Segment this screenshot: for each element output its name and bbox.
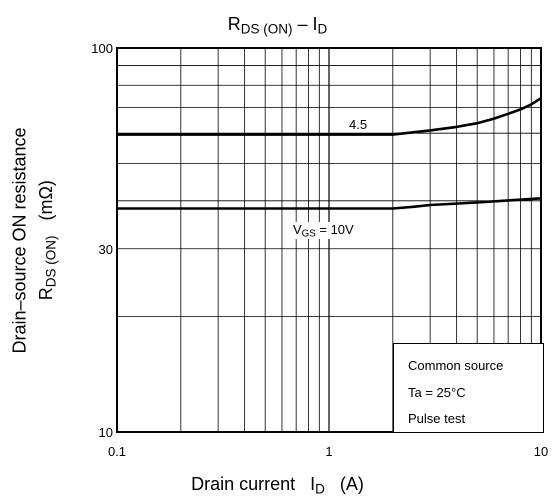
ylabel-line1: Drain–source ON resistance [9, 126, 30, 354]
series-label-vgs-post: = 10V [315, 222, 354, 237]
condition-common-source: Common source [408, 358, 504, 373]
series-label-vgs-pre: V [293, 222, 302, 237]
chart-title: RDS (ON) – ID [0, 14, 555, 36]
y-tick-label: 100 [91, 41, 113, 56]
series-label-vgs-sub: GS [301, 228, 316, 240]
condition-pulse-test: Pulse test [408, 411, 466, 426]
title-main: R [227, 14, 241, 34]
condition-ta: Ta = 25°C [408, 385, 466, 400]
xlabel-sym: I [310, 474, 316, 494]
xlabel-sub: D [315, 481, 325, 497]
x-tick-label: 1 [325, 444, 332, 459]
title-sub: DS (ON) [240, 21, 293, 37]
title-sep: – I [292, 14, 318, 34]
series-line-vgs-10v [117, 197, 542, 210]
conditions-box: Common source Ta = 25°C Pulse test [393, 343, 544, 433]
title-sub2: D [317, 21, 328, 37]
ylabel-sub: DS (ON) [43, 235, 59, 288]
series-label-4-5: 4.5 [345, 117, 372, 132]
y-tick-label: 30 [99, 242, 113, 257]
y-tick-label: 10 [99, 425, 113, 440]
y-axis-label-symbol: RDS (ON) (mΩ) [36, 180, 58, 300]
xlabel-main: Drain current [191, 474, 296, 494]
x-tick-label: 0.1 [108, 444, 126, 459]
plot-frame [116, 47, 542, 433]
y-axis-label: Drain–source ON resistance [10, 127, 31, 353]
ylabel-unit: (mΩ) [35, 180, 56, 221]
ylabel-sym: R [35, 287, 56, 301]
x-axis-label: Drain current ID (A) [0, 474, 555, 496]
series-line-4-5 [117, 97, 542, 136]
x-tick-label: 10 [534, 444, 548, 459]
xlabel-unit: (A) [339, 474, 364, 494]
series-label-vgs-10v: VGS = 10V [289, 222, 358, 240]
series-label-4-5-text: 4.5 [349, 117, 368, 132]
